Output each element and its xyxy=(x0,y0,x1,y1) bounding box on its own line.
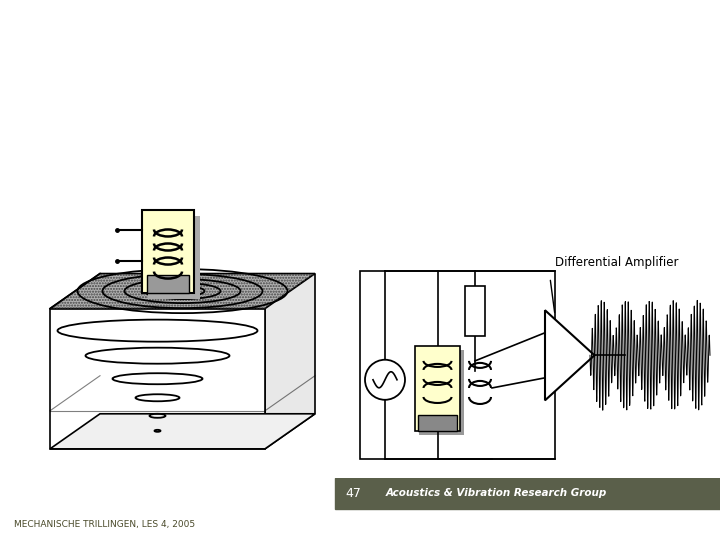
Text: Vrije Universiteit Brussel: Vrije Universiteit Brussel xyxy=(446,517,651,535)
Polygon shape xyxy=(265,274,315,449)
Bar xyxy=(142,211,194,293)
Polygon shape xyxy=(545,310,595,400)
Bar xyxy=(147,274,189,293)
Text: Acoustics & Vibration Research Group: Acoustics & Vibration Research Group xyxy=(385,488,606,498)
Polygon shape xyxy=(50,308,265,449)
Polygon shape xyxy=(50,274,315,308)
Bar xyxy=(148,217,200,299)
Bar xyxy=(415,346,460,431)
Circle shape xyxy=(365,360,405,400)
Bar xyxy=(418,415,457,431)
Bar xyxy=(419,350,464,435)
Text: MECHANISCHE TRILLINGEN, LES 4, 2005: MECHANISCHE TRILLINGEN, LES 4, 2005 xyxy=(14,520,196,529)
Text: Differential Amplifier: Differential Amplifier xyxy=(555,255,678,268)
Polygon shape xyxy=(50,414,315,449)
Bar xyxy=(465,286,485,336)
Text: Eddy Current: Eddy Current xyxy=(29,26,211,55)
Text: 47: 47 xyxy=(346,487,361,500)
Bar xyxy=(335,478,720,509)
Bar xyxy=(360,271,555,459)
